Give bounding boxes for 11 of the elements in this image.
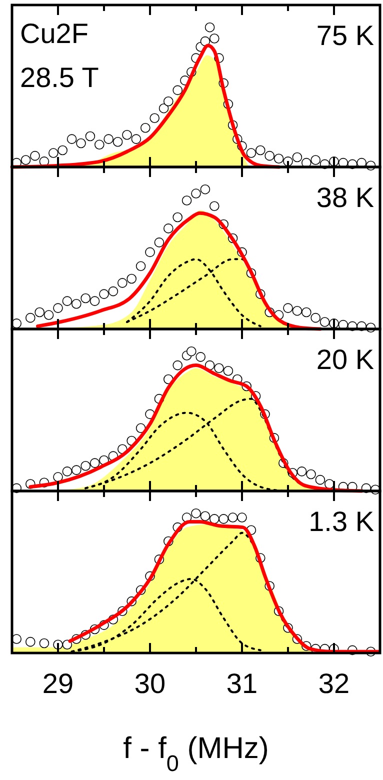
x-tick-label: 30: [134, 668, 166, 699]
annotation: 28.5 T: [20, 62, 99, 93]
x-tick-label: 29: [42, 668, 74, 699]
annotation: Cu2F: [20, 18, 88, 49]
x-axis-title: f - f$_{0}$ (MHz): [123, 732, 269, 776]
annotation: 75 K: [316, 20, 374, 51]
x-tick-label: 31: [226, 668, 258, 699]
x-tick-label: 32: [318, 668, 350, 699]
annotation: 20 K: [316, 344, 374, 375]
annotation: 1.3 K: [308, 506, 374, 537]
annotation: 38 K: [316, 182, 374, 213]
